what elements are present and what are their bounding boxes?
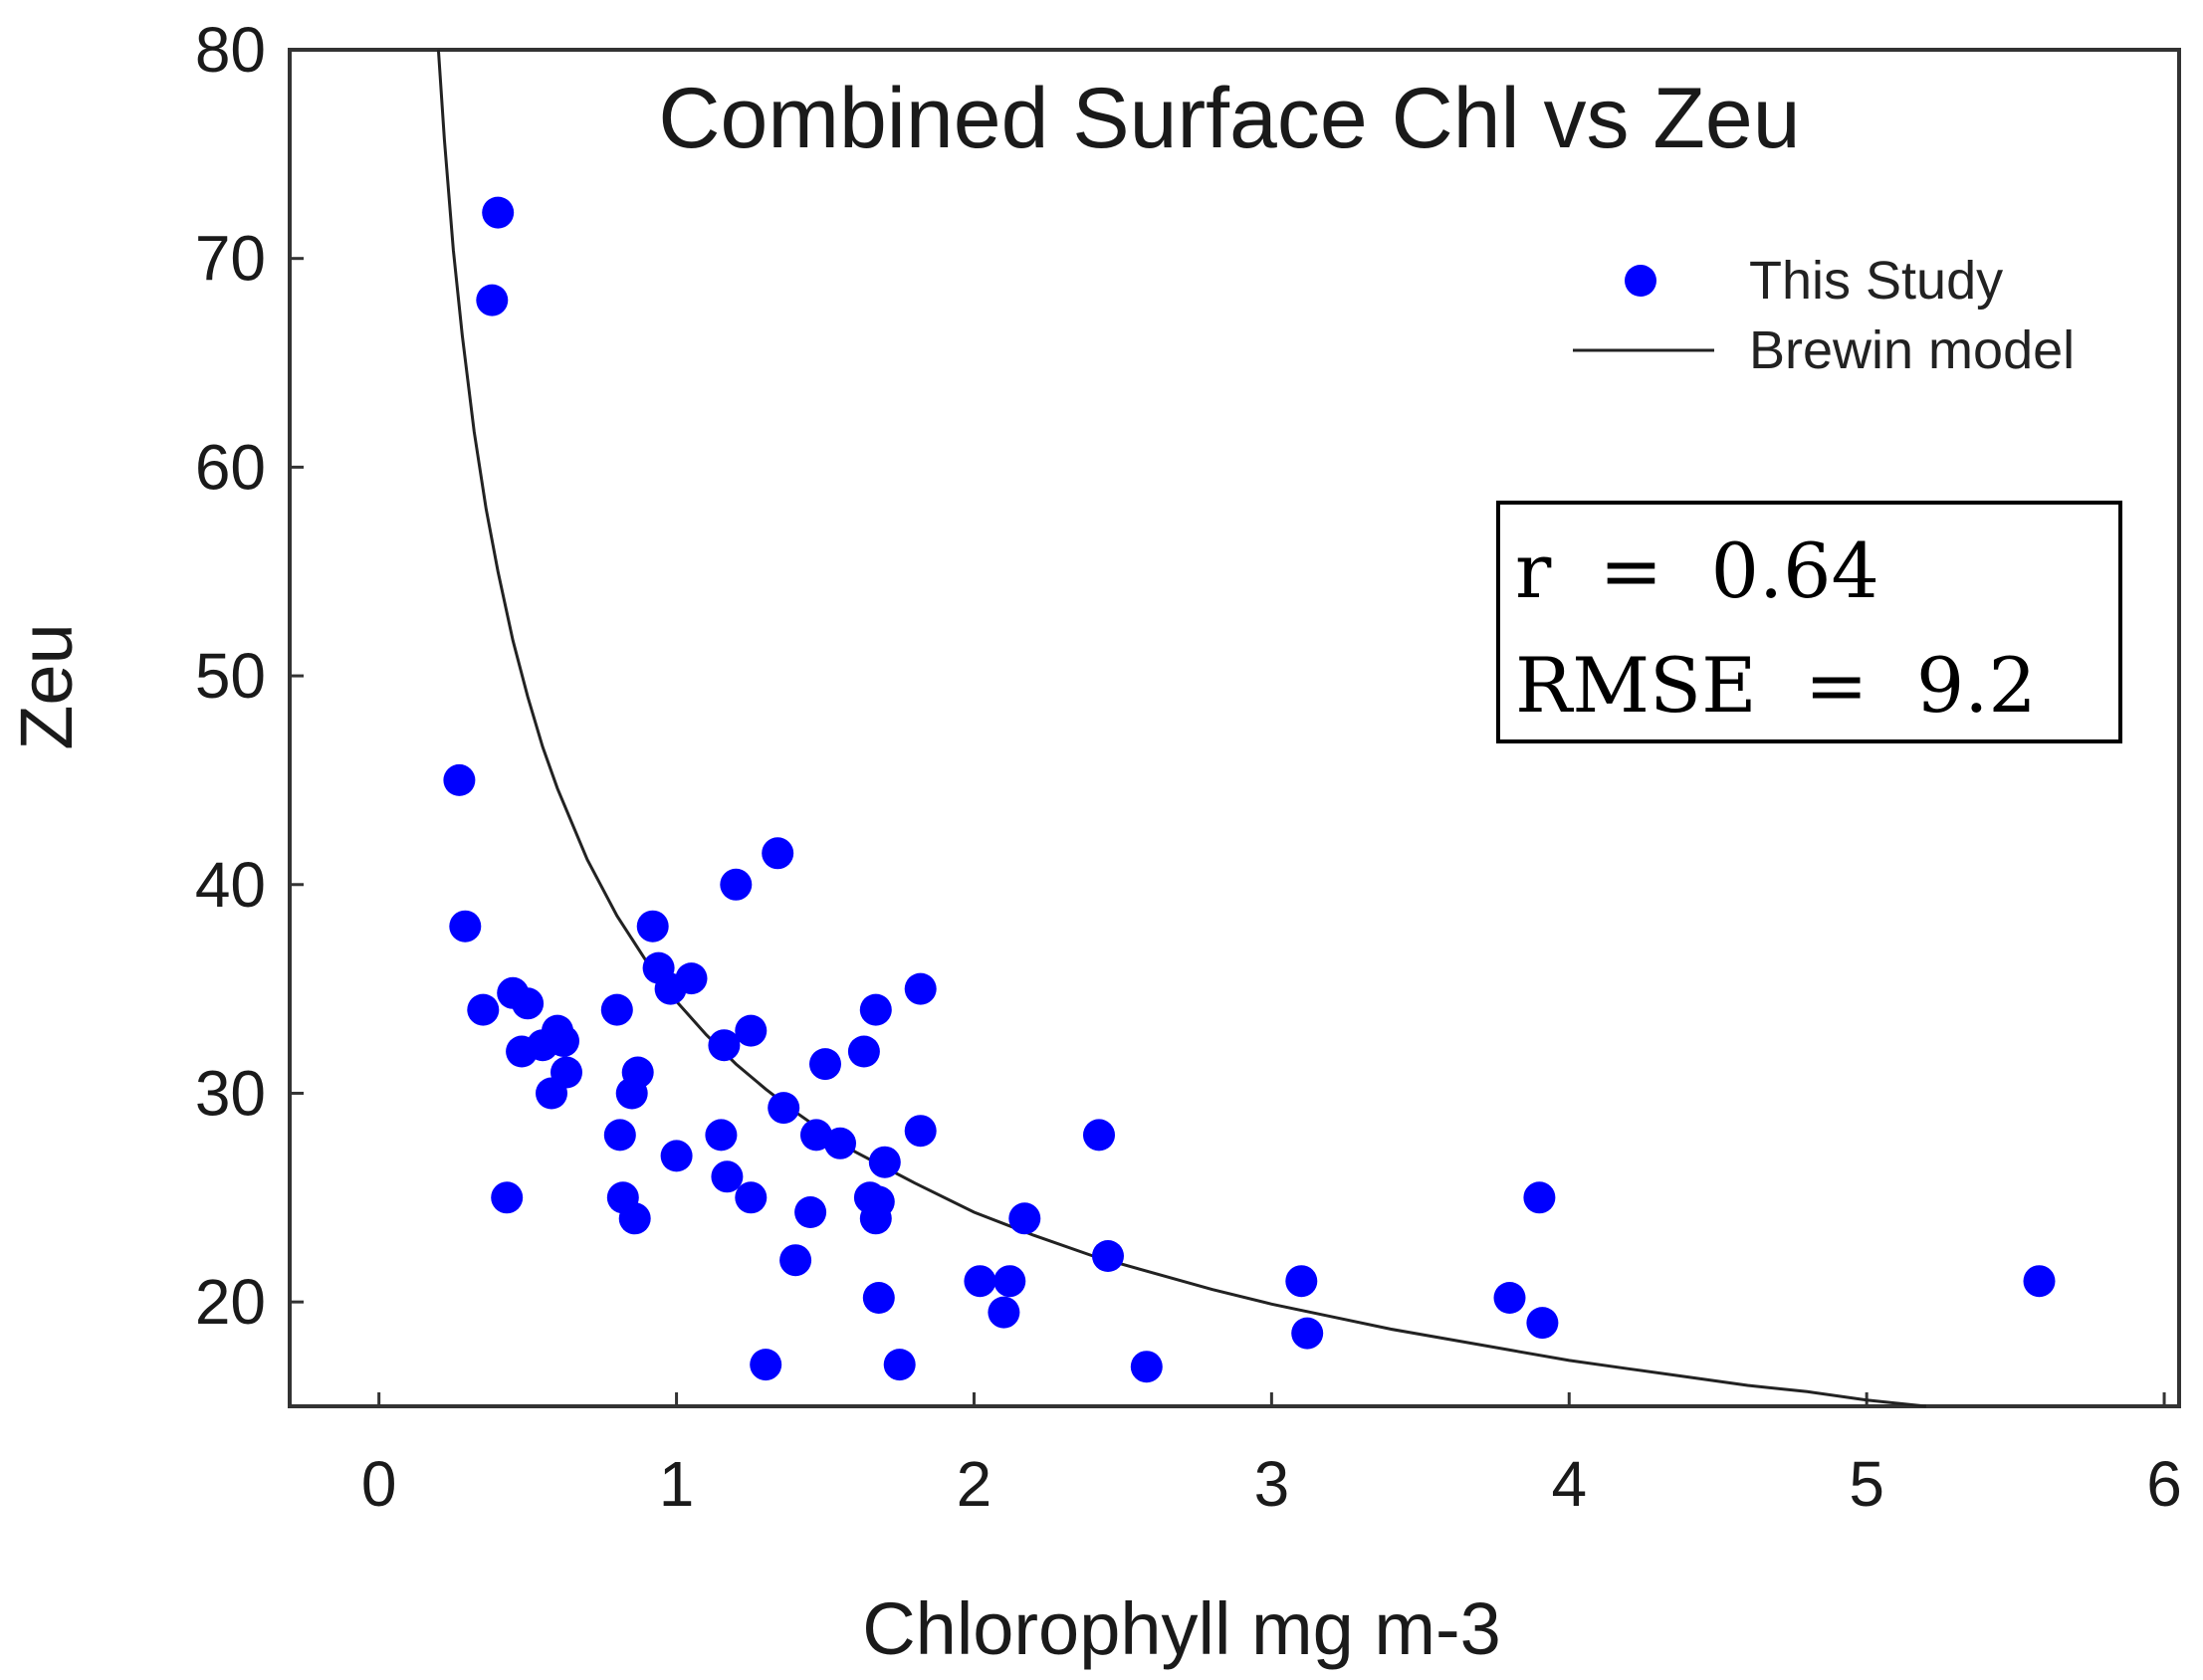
data-point — [964, 1265, 996, 1298]
data-point — [636, 910, 669, 943]
data-point — [491, 1181, 524, 1214]
data-point — [859, 1202, 892, 1235]
data-point — [1523, 1181, 1556, 1214]
data-point — [883, 1349, 916, 1381]
y-axis-title: Zeu — [5, 623, 88, 750]
data-point — [2023, 1265, 2056, 1298]
data-point — [675, 962, 708, 995]
data-point — [705, 1119, 738, 1152]
data-point — [750, 1349, 782, 1381]
data-point — [862, 1282, 895, 1314]
data-point — [1083, 1119, 1115, 1152]
y-tick-label: 20 — [195, 1266, 266, 1338]
data-point — [735, 1014, 768, 1047]
data-point — [708, 1029, 741, 1062]
x-axis-title: Chlorophyll mg m-3 — [862, 1587, 1501, 1670]
data-point — [809, 1048, 841, 1081]
x-tick-label: 6 — [2146, 1448, 2182, 1520]
data-point — [482, 196, 515, 229]
data-point — [1291, 1317, 1324, 1350]
data-point — [794, 1196, 827, 1228]
y-tick-label: 30 — [195, 1057, 266, 1129]
data-point — [904, 972, 937, 1005]
x-tick-label: 5 — [1849, 1448, 1884, 1520]
data-point — [859, 993, 892, 1026]
data-point — [449, 910, 482, 943]
data-point — [735, 1181, 768, 1214]
y-tick-label: 40 — [195, 849, 266, 921]
x-tick-label: 2 — [957, 1448, 992, 1520]
y-tick-label: 70 — [195, 223, 266, 295]
data-point — [600, 993, 633, 1026]
data-point — [618, 1202, 651, 1235]
data-point — [800, 1119, 832, 1152]
y-axis: 20 30 40 50 60 70 80 — [195, 14, 304, 1338]
y-tick-label: 50 — [195, 640, 266, 712]
data-points — [443, 196, 2056, 1383]
data-point — [660, 1140, 693, 1172]
legend-label-this-study: This Study — [1749, 251, 2003, 311]
stats-rmse-value: RMSE = 9.2 — [1515, 641, 2037, 730]
data-point — [720, 868, 753, 901]
data-point — [603, 1119, 636, 1152]
data-point — [548, 1025, 579, 1057]
data-point — [1285, 1265, 1318, 1298]
data-point — [551, 1056, 582, 1089]
data-point — [443, 763, 476, 796]
stats-box: r = 0.64 RMSE = 9.2 — [1496, 501, 2122, 743]
data-point — [762, 837, 794, 870]
data-point — [779, 1244, 812, 1277]
legend-marker-this-study — [1625, 265, 1656, 297]
data-point — [993, 1265, 1026, 1298]
chart-title: Combined Surface Chl vs Zeu — [658, 71, 1800, 166]
data-point — [868, 1146, 901, 1178]
data-point — [1092, 1240, 1124, 1272]
y-tick-label: 80 — [195, 14, 266, 86]
data-point — [824, 1127, 856, 1159]
stats-box-frame — [1496, 501, 2122, 743]
data-point — [768, 1092, 800, 1125]
y-tick-label: 60 — [195, 431, 266, 503]
plot-frame — [288, 48, 2181, 1408]
x-tick-label: 1 — [659, 1448, 695, 1520]
x-tick-label: 3 — [1254, 1448, 1290, 1520]
stats-r-value: r = 0.64 — [1515, 526, 1879, 615]
legend: This Study Brewin model — [1573, 251, 2075, 380]
data-point — [988, 1296, 1020, 1329]
data-point — [904, 1115, 937, 1148]
data-point — [1526, 1307, 1559, 1340]
data-point — [1008, 1202, 1041, 1235]
data-point — [476, 284, 509, 316]
data-point — [711, 1160, 744, 1193]
legend-label-brewin-model: Brewin model — [1749, 320, 2075, 380]
x-tick-label: 0 — [361, 1448, 397, 1520]
x-axis: 0 1 2 3 4 5 6 — [361, 1392, 2182, 1520]
data-point — [512, 987, 545, 1020]
data-point — [467, 993, 500, 1026]
data-point — [847, 1035, 880, 1068]
data-point — [1493, 1282, 1526, 1314]
data-point — [621, 1056, 654, 1089]
data-point — [1130, 1351, 1163, 1383]
x-tick-label: 4 — [1551, 1448, 1587, 1520]
